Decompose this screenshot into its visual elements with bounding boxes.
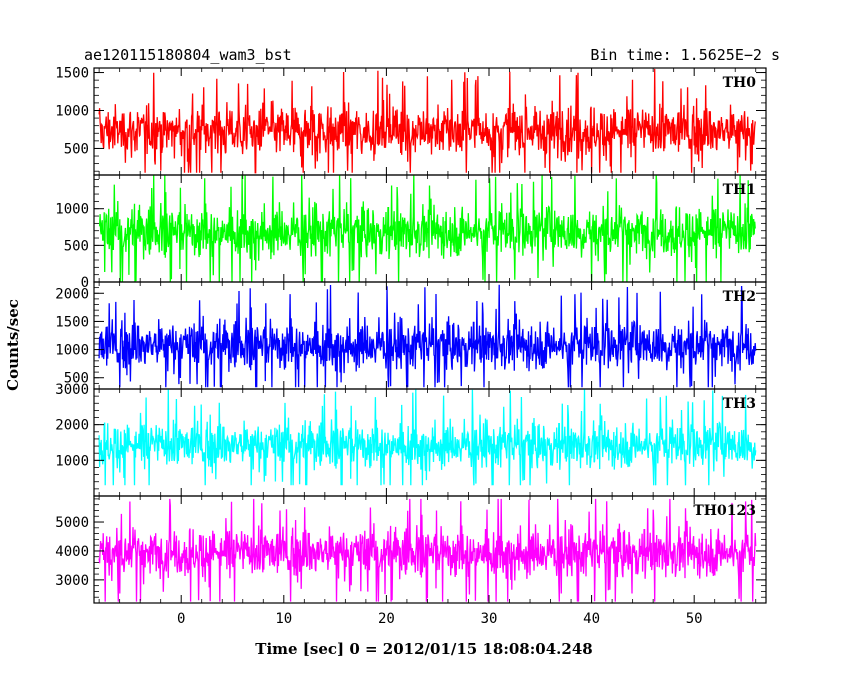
panel-label: TH3	[723, 396, 756, 412]
y-tick-label: 3000	[55, 382, 89, 398]
y-tick-label: 1000	[55, 202, 89, 218]
x-tick-label: 50	[686, 611, 703, 627]
y-tick-label: 1000	[55, 453, 89, 469]
panel-th0: 500 1000 1500 TH0	[55, 66, 767, 176]
series-th2	[98, 284, 757, 388]
x-tick-label: 20	[378, 611, 395, 627]
panel-label: TH0	[723, 75, 757, 91]
y-tick-label: 2000	[55, 418, 89, 434]
y-tick-label: 500	[64, 141, 89, 157]
y-tick-label: 500	[64, 238, 89, 254]
y-tick-label: 1000	[55, 103, 89, 119]
chart-title-right: Bin time: 1.5625E−2 s	[590, 46, 780, 64]
y-tick-label: 2000	[55, 286, 89, 302]
x-axis-label: Time [sec] 0 = 2012/01/15 18:08:04.248	[255, 640, 592, 658]
y-tick-label: 3000	[55, 573, 89, 589]
panel-th2: 500 1000 1500 2000 TH2	[55, 281, 767, 390]
panel-frame	[93, 495, 767, 604]
series-th0123	[98, 498, 757, 602]
y-tick-label: 500	[64, 371, 89, 387]
x-tick-label: 10	[275, 611, 292, 627]
panel-th0123: 3000 4000 5000 TH0123	[55, 495, 767, 604]
series-th3	[98, 389, 757, 486]
panel-th1: 0 500 1000 TH1	[55, 174, 767, 291]
y-tick-label: 4000	[55, 544, 89, 560]
y-axis-label: Counts/sec	[4, 299, 22, 391]
panel-th3: 1000 2000 3000 TH3	[55, 382, 767, 497]
y-tick-label: 1500	[55, 314, 89, 330]
panel-label: TH0123	[693, 503, 756, 519]
x-tick-label: 30	[481, 611, 498, 627]
y-tick-label: 5000	[55, 515, 89, 531]
series-th1	[98, 175, 756, 282]
series-th0	[98, 68, 756, 174]
y-tick-label: 1000	[55, 343, 89, 359]
panel-label: TH2	[723, 289, 756, 305]
y-tick-label: 1500	[55, 66, 89, 82]
y-tick-label: 0	[81, 275, 89, 291]
chart-title-left: ae120115180804_wam3_bst	[84, 46, 292, 64]
x-tick-label: 0	[177, 611, 185, 627]
x-tick-label: 40	[583, 611, 600, 627]
panel-label: TH1	[723, 182, 756, 198]
